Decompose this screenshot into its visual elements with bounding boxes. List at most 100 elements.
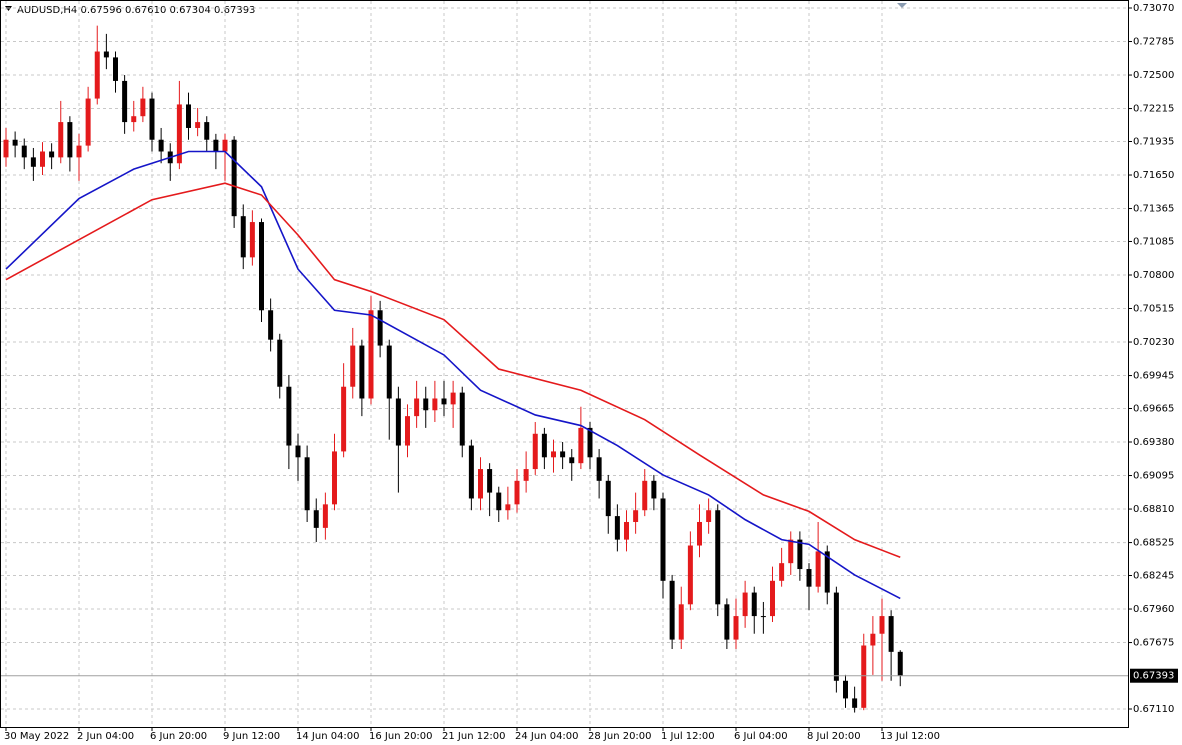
candle-body (578, 427, 584, 464)
x-tick-label: 21 Jun 12:00 (442, 731, 506, 742)
candle-body (733, 616, 739, 640)
candle-body (797, 539, 803, 570)
y-tick-label: 0.67960 (1133, 604, 1174, 615)
candle-body (532, 433, 538, 470)
candle-body (751, 592, 757, 617)
candle-body (551, 451, 556, 458)
y-tick-label: 0.72500 (1133, 70, 1174, 81)
candle-body (742, 592, 748, 617)
candle-body (432, 398, 438, 411)
candle-body (560, 451, 566, 458)
candle-body (131, 116, 137, 123)
candle-body (58, 122, 64, 158)
x-tick-label: 1 Jul 12:00 (661, 731, 715, 742)
y-tick-label: 0.67110 (1133, 704, 1174, 715)
candle-body (779, 563, 785, 581)
candle-body (76, 145, 82, 158)
candle-body (377, 310, 383, 346)
y-tick-label: 0.71650 (1133, 170, 1174, 181)
candle-body (30, 157, 36, 167)
candle-body (103, 51, 109, 58)
candle-body (249, 222, 255, 258)
y-tick-label: 0.70800 (1133, 270, 1174, 281)
candle-body (678, 604, 684, 640)
current-price-box (1130, 668, 1178, 683)
candle-body (140, 98, 146, 117)
candle-body (122, 80, 128, 123)
x-tick-label: 8 Jul 20:00 (807, 731, 861, 742)
chart-header: AUDUSD,H4 0.67596 0.67610 0.67304 0.6739… (17, 5, 255, 16)
candle-body (350, 345, 356, 387)
candle-body (687, 545, 693, 605)
candle-body (259, 222, 264, 311)
candle-body (724, 604, 730, 640)
candle-body (505, 504, 511, 511)
candle-body (204, 122, 210, 140)
moving-average (5, 150, 901, 600)
y-tick-label: 0.69095 (1133, 471, 1174, 482)
y-tick-label: 0.68525 (1133, 538, 1174, 549)
candle-body (40, 151, 45, 167)
candle-body (523, 469, 529, 481)
y-tick-label: 0.71365 (1133, 204, 1174, 215)
candle-body (450, 392, 456, 405)
candle-body (587, 427, 593, 458)
candle-body (21, 145, 27, 158)
candle-body (669, 580, 675, 640)
candle-body (3, 139, 9, 158)
candle-body (341, 386, 347, 452)
y-tick-label: 0.71085 (1133, 236, 1174, 247)
candle-body (861, 645, 867, 708)
candle-body (149, 98, 155, 140)
candle-body (277, 339, 283, 387)
x-tick-label: 6 Jul 04:00 (734, 731, 788, 742)
x-tick-label: 28 Jun 20:00 (588, 731, 652, 742)
candle-body (614, 516, 620, 540)
candle-body (624, 521, 629, 540)
current-price-label: 0.67393 (1133, 671, 1174, 682)
y-tick-label: 0.72785 (1133, 37, 1174, 48)
candle-body (478, 469, 483, 499)
moving-average (5, 182, 901, 559)
candle-body (788, 539, 794, 564)
candle-body (441, 398, 447, 405)
x-tick-label: 14 Jun 04:00 (296, 731, 360, 742)
grid (1, 1, 1128, 727)
candle-body (322, 504, 328, 528)
candle-body (313, 510, 319, 528)
shift-marker (897, 3, 907, 8)
candle-body (633, 510, 639, 522)
y-tick-label: 0.67675 (1133, 638, 1174, 649)
candle-body (405, 416, 410, 446)
candle-body (186, 104, 191, 128)
candle-body (304, 457, 310, 511)
candle-body (49, 151, 55, 158)
candle-body (697, 521, 702, 546)
candle-body (642, 480, 648, 511)
candle-body (487, 469, 493, 493)
candle-body (541, 433, 547, 458)
x-tick-label: 6 Jun 20:00 (150, 731, 207, 742)
y-tick-label: 0.70230 (1133, 337, 1174, 348)
y-tick-label: 0.71935 (1133, 136, 1174, 147)
candle-body (386, 345, 392, 399)
y-tick-label: 0.73070 (1133, 3, 1174, 14)
candle-body (359, 345, 365, 399)
candle-body (12, 139, 18, 146)
y-tick-label: 0.69945 (1133, 371, 1174, 382)
candle-body (158, 139, 164, 152)
candle-body (879, 616, 885, 634)
candle-body (295, 445, 301, 458)
candle-body (332, 451, 337, 505)
candle-body (806, 569, 812, 587)
candle-body (870, 633, 876, 646)
candle-body (651, 480, 657, 499)
x-tick-label: 2 Jun 04:00 (77, 731, 134, 742)
candle-body (213, 139, 219, 152)
candle-body (222, 139, 228, 152)
x-tick-label: 24 Jun 04:00 (515, 731, 579, 742)
candle-body (596, 457, 602, 481)
candle-body (514, 480, 520, 505)
